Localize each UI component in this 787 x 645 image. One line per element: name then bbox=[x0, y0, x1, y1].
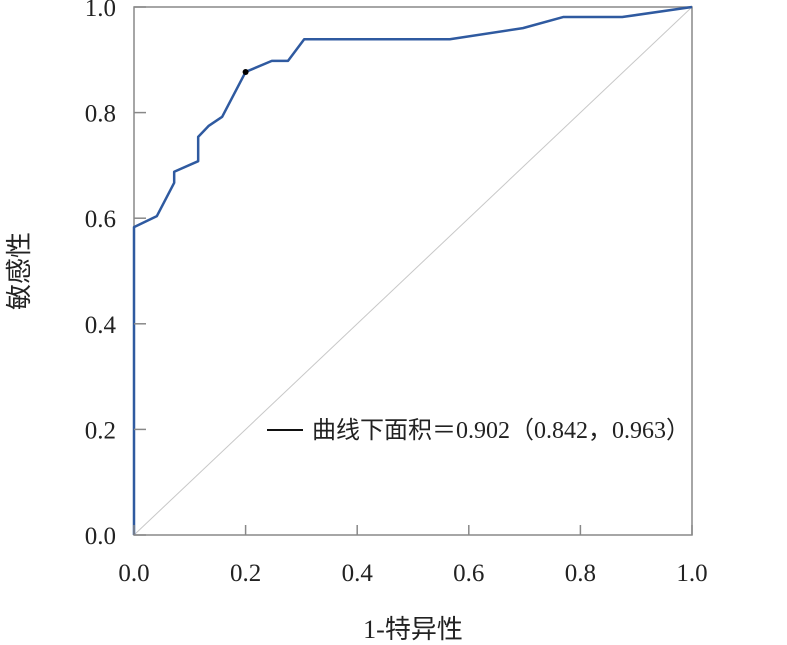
y-tick-label: 0.0 bbox=[85, 523, 116, 550]
cutoff-point bbox=[242, 68, 249, 75]
y-tick-label: 0.2 bbox=[85, 417, 116, 444]
roc-curve-line bbox=[132, 5, 693, 535]
reference-diagonal-line bbox=[133, 6, 693, 536]
x-tick-label: 0.8 bbox=[565, 560, 596, 587]
y-axis-label: 敏感性 bbox=[5, 232, 34, 310]
x-tick-label: 0.4 bbox=[342, 560, 374, 587]
x-tick-label: 0.2 bbox=[230, 560, 261, 587]
x-tick-label: 0.0 bbox=[118, 560, 149, 587]
y-tick-label: 0.4 bbox=[85, 312, 117, 339]
legend-label: 曲线下面积＝0.902（0.842，0.963） bbox=[312, 417, 690, 444]
y-tick-label: 0.8 bbox=[85, 101, 116, 128]
x-tick-label: 1.0 bbox=[676, 560, 707, 587]
y-tick-label: 0.6 bbox=[85, 206, 116, 233]
y-tick-label: 1.0 bbox=[85, 0, 116, 22]
x-tick-label: 0.6 bbox=[453, 560, 484, 587]
x-axis-label: 1-特异性 bbox=[363, 615, 463, 644]
